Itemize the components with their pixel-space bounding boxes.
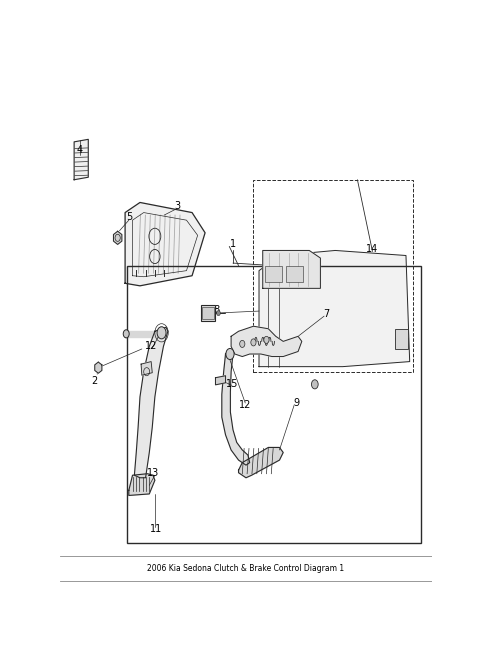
Polygon shape [95,362,102,373]
Text: 2006 Kia Sedona Clutch & Brake Control Diagram 1: 2006 Kia Sedona Clutch & Brake Control D… [147,564,345,573]
Text: 9: 9 [293,398,300,408]
Text: 13: 13 [147,468,159,478]
Circle shape [264,337,269,343]
Bar [202,305,216,321]
Bar [265,266,282,282]
Circle shape [251,339,256,346]
Circle shape [157,327,166,339]
Text: 3: 3 [174,201,180,211]
Text: 14: 14 [366,245,379,255]
Bar [395,329,408,349]
Text: 18: 18 [209,305,222,315]
Bar [127,266,421,543]
Text: 7: 7 [323,309,329,319]
Polygon shape [259,251,410,367]
Bar [203,307,215,319]
Polygon shape [113,232,122,245]
Polygon shape [134,327,168,478]
Polygon shape [222,350,250,465]
Text: 15: 15 [227,379,239,389]
Text: 12: 12 [239,400,252,409]
Circle shape [123,330,129,338]
Circle shape [312,380,318,389]
Circle shape [240,340,245,348]
Bar [253,180,413,372]
Polygon shape [263,251,321,289]
Text: 5: 5 [126,212,132,222]
Text: 11: 11 [150,524,162,534]
Polygon shape [125,331,158,337]
Text: 1: 1 [230,239,236,249]
Polygon shape [231,326,302,357]
Bar [286,266,302,282]
Text: 12: 12 [144,341,157,352]
Circle shape [226,348,234,359]
Text: 4: 4 [77,146,83,155]
Circle shape [216,310,220,316]
Polygon shape [74,139,88,180]
Polygon shape [141,361,152,375]
Polygon shape [239,447,283,478]
Polygon shape [125,203,205,286]
Polygon shape [216,376,226,385]
Text: 2: 2 [91,376,97,386]
Polygon shape [129,474,155,495]
